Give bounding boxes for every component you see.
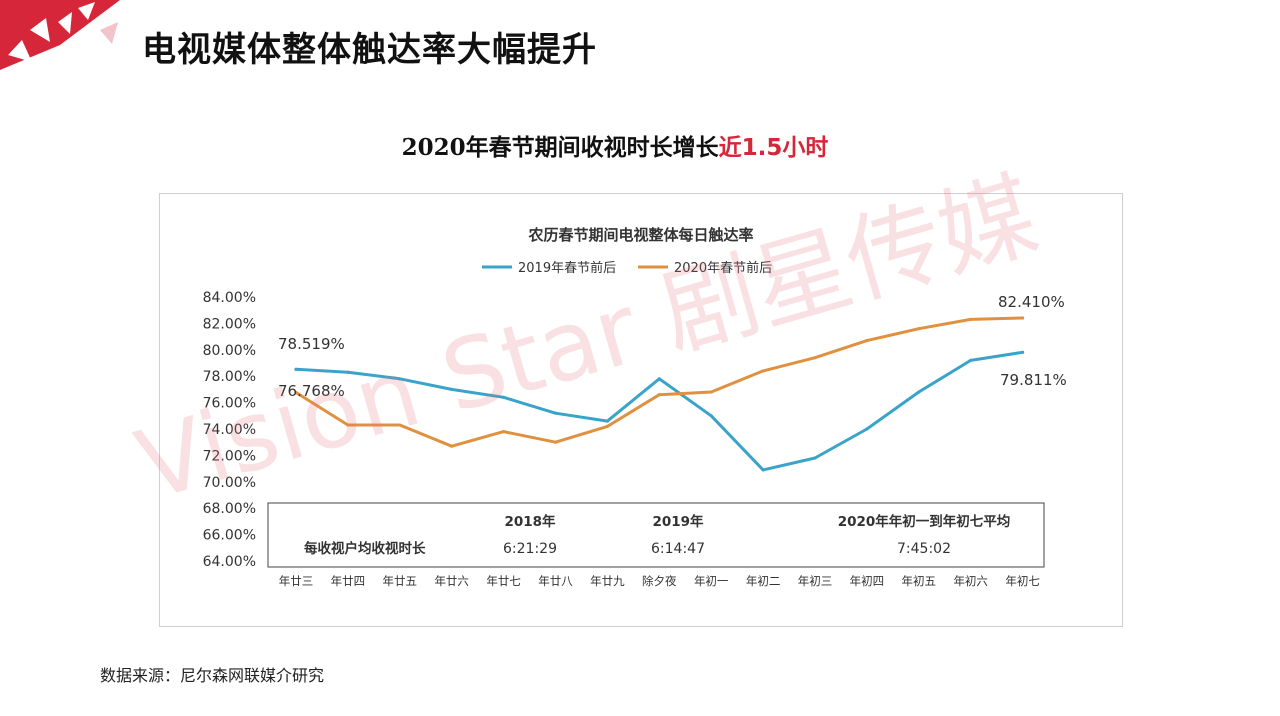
corner-decoration (0, 0, 120, 70)
data-point-2019 (813, 456, 817, 460)
annotation-start-2019: 78.519% (278, 335, 345, 353)
data-point-2020 (553, 440, 558, 444)
data-point-2020 (865, 338, 869, 343)
data-point-2020 (657, 393, 661, 397)
table-cell: 7:45:02 (897, 541, 951, 557)
x-tick-label: 年廿四 (331, 574, 366, 588)
table-row-label: 每收视户均收视时长 (304, 540, 426, 557)
data-point-2019 (346, 370, 350, 374)
line-chart: 农历春节期间电视整体每日触达率 2019年春节前后 2020年春节前后 84.00% 8… (203, 226, 1067, 588)
x-tick-label: 年廿六 (434, 574, 469, 588)
data-point-2019 (657, 377, 661, 381)
data-point-2020 (709, 390, 713, 394)
y-tick-label: 74.00% (203, 422, 256, 438)
x-tick-label: 年廿五 (383, 574, 418, 588)
data-point-2020 (813, 356, 817, 360)
x-tick-label: 年廿七 (486, 574, 520, 588)
data-point-2020 (398, 423, 402, 427)
data-point-2020 (502, 430, 506, 434)
y-tick-label: 80.00% (203, 343, 256, 359)
y-tick-label: 64.00% (203, 554, 256, 570)
legend-label-2020: 2020年春节前后 (674, 260, 772, 276)
table-header: 2019年 (652, 513, 704, 530)
data-point-2019 (917, 390, 921, 394)
summary-table (267, 502, 1045, 568)
series-line-2020 (294, 316, 1025, 448)
data-point-2020 (605, 424, 609, 428)
data-point-2020 (761, 369, 765, 373)
table-header: 2018年 (504, 513, 556, 530)
y-tick-label: 70.00% (203, 475, 256, 491)
y-tick-label: 72.00% (203, 448, 256, 464)
series-line-2019 (294, 350, 1025, 472)
data-point-2019 (553, 411, 558, 415)
page-title: 电视媒体整体触达率大幅提升 (142, 30, 597, 70)
data-point-2019 (969, 358, 973, 362)
y-tick-label: 68.00% (203, 501, 256, 517)
data-point-2020 (346, 423, 350, 427)
x-tick-label: 除夕夜 (642, 574, 677, 588)
annotation-start-2020: 76.768% (278, 382, 345, 400)
subtitle-main: 2020年春节期间收视时长增长 (401, 134, 719, 161)
data-point-2019 (865, 427, 869, 431)
y-tick-label: 84.00% (203, 290, 256, 306)
y-tick-label: 76.00% (203, 396, 256, 412)
subtitle-highlight: 近1.5小时 (718, 135, 829, 161)
data-point-2019 (709, 414, 713, 418)
x-tick-label: 年廿八 (538, 574, 573, 588)
y-tick-label: 78.00% (203, 369, 256, 385)
data-point-2019 (1021, 350, 1025, 354)
legend-label-2019: 2019年春节前后 (518, 260, 616, 276)
data-point-2020 (450, 444, 454, 448)
x-tick-label: 年初二 (746, 574, 781, 588)
table-cell: 6:21:29 (503, 541, 557, 557)
data-point-2020 (969, 317, 973, 322)
data-point-2020 (294, 390, 298, 395)
x-tick-label: 年初一 (694, 574, 729, 588)
chart-title: 农历春节期间电视整体每日触达率 (527, 226, 753, 244)
x-tick-label: 年初四 (850, 574, 885, 588)
chart-panel: 农历春节期间电视整体每日触达率 2019年春节前后 2020年春节前后 84.00% 8… (159, 193, 1123, 627)
data-point-2019 (502, 395, 506, 399)
table-cell: 6:14:47 (651, 541, 705, 557)
x-tick-label: 年廿九 (590, 574, 625, 588)
x-tick-label: 年廿三 (279, 574, 314, 588)
x-tick-label: 年初五 (902, 574, 937, 588)
annotation-end-2019: 79.811% (1000, 371, 1067, 389)
data-point-2019 (761, 468, 765, 472)
data-point-2020 (917, 327, 921, 331)
data-point-2020 (1021, 316, 1025, 320)
data-point-2019 (398, 377, 402, 381)
annotation-end-2020: 82.410% (998, 293, 1065, 311)
y-tick-label: 82.00% (203, 316, 256, 332)
x-tick-label: 年初六 (953, 574, 988, 588)
y-tick-label: 66.00% (203, 528, 256, 544)
table-header: 2020年年初一到年初七平均 (838, 513, 1011, 530)
data-point-2019 (450, 387, 454, 391)
x-tick-label: 年初七 (1005, 574, 1040, 588)
data-point-2019 (294, 367, 298, 371)
data-source-note: 数据来源：尼尔森网联媒介研究 (100, 666, 325, 685)
chart-subtitle: 2020年春节期间收视时长增长近1.5小时 (0, 128, 1230, 162)
data-point-2019 (605, 419, 609, 423)
x-tick-label: 年初三 (798, 574, 833, 588)
